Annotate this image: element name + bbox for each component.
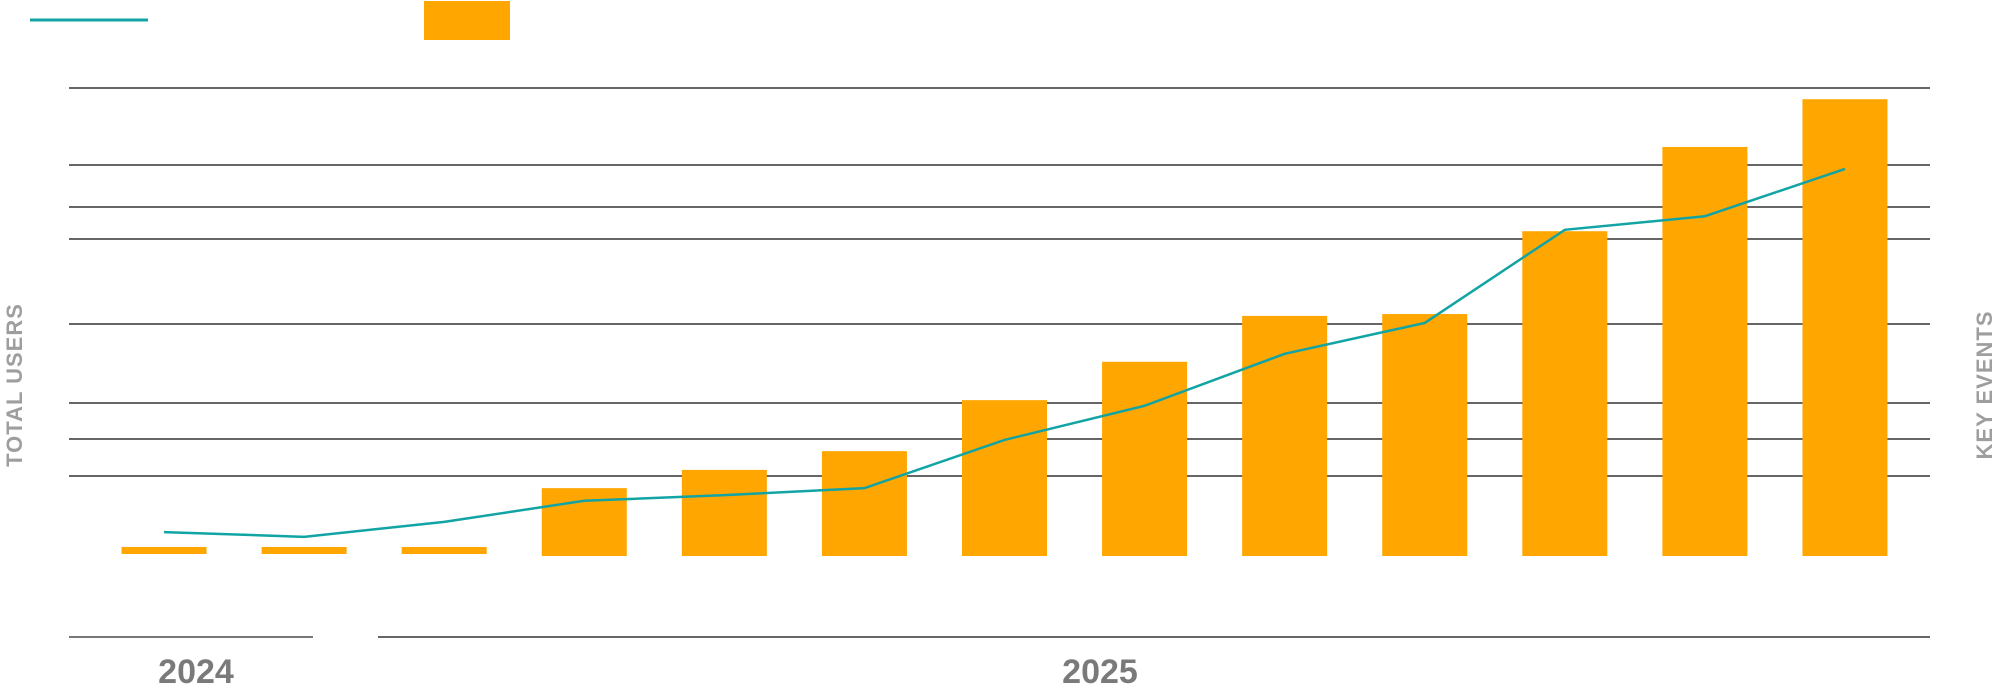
bar [1382,314,1468,556]
legend [30,1,510,40]
bar [541,488,627,556]
x-group-label-2024: 2024 [158,653,234,691]
bar [1802,99,1888,557]
bar [681,469,767,556]
bar [261,546,347,554]
left-axis-title: TOTAL USERS [2,303,27,467]
bar [401,546,487,554]
legend-bar-swatch[interactable] [424,1,510,40]
bar [1662,146,1748,556]
line-series [163,167,1846,539]
bar [821,451,907,556]
bar-series [121,99,1888,557]
bar [1522,231,1608,556]
x-group-label-2025: 2025 [1062,653,1138,691]
bar [962,400,1047,556]
bar [121,546,207,554]
right-axis-title: KEY EVENTS [1972,311,1997,460]
bar [1102,361,1188,556]
bar [1242,315,1328,556]
